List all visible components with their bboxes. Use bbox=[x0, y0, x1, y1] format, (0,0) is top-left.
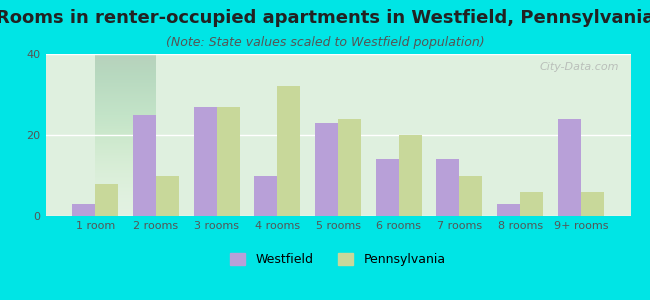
Text: Rooms in renter-occupied apartments in Westfield, Pennsylvania: Rooms in renter-occupied apartments in W… bbox=[0, 9, 650, 27]
Bar bbox=[376, 159, 398, 216]
Bar bbox=[338, 119, 361, 216]
Bar bbox=[72, 204, 95, 216]
Bar bbox=[398, 135, 422, 216]
Bar bbox=[254, 176, 278, 216]
Bar bbox=[133, 115, 156, 216]
Bar bbox=[520, 192, 543, 216]
Bar bbox=[95, 184, 118, 216]
Bar bbox=[558, 119, 581, 216]
Bar bbox=[436, 159, 460, 216]
Bar bbox=[315, 123, 338, 216]
Bar bbox=[216, 107, 240, 216]
Text: (Note: State values scaled to Westfield population): (Note: State values scaled to Westfield … bbox=[166, 36, 484, 49]
Bar bbox=[278, 86, 300, 216]
Legend: Westfield, Pennsylvania: Westfield, Pennsylvania bbox=[226, 248, 450, 271]
Bar bbox=[581, 192, 604, 216]
Bar bbox=[497, 204, 520, 216]
Bar bbox=[194, 107, 216, 216]
Text: City-Data.com: City-Data.com bbox=[540, 62, 619, 72]
Bar bbox=[460, 176, 482, 216]
Bar bbox=[156, 176, 179, 216]
